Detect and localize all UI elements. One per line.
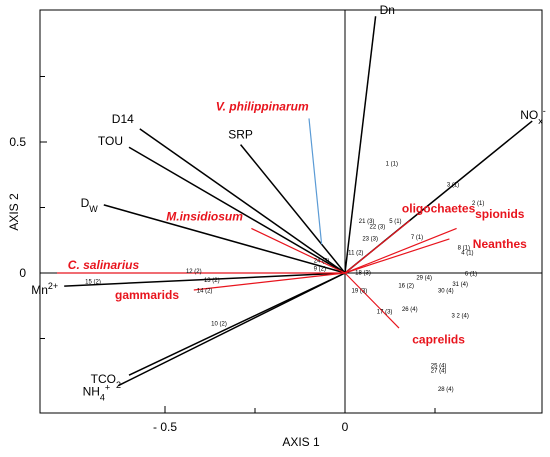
site-label: 5 (1)	[389, 219, 401, 225]
env-label-dn: Dn	[380, 3, 395, 17]
site-label: 15 (2)	[85, 279, 101, 285]
site-label: 8 (1)	[458, 245, 470, 251]
env-label-nh: NH4+	[83, 383, 111, 403]
site-label: 28 (4)	[438, 387, 454, 393]
y-axis-title: AXIS 2	[7, 193, 21, 231]
site-label: 14 (2)	[197, 289, 213, 295]
site-label: 22 (3)	[370, 224, 386, 230]
site-label: 19 (3)	[352, 289, 368, 295]
plot-frame	[39, 9, 543, 414]
env-vector-tco	[128, 272, 346, 376]
species-vector-spionids	[344, 227, 457, 274]
env-label-d: DW	[81, 196, 99, 214]
site-label: 11 (2)	[348, 251, 363, 257]
tick-group: - 0.5 0 0.5 0	[9, 76, 436, 434]
site-label: 3 (1)	[447, 183, 459, 189]
species-label-c-salinarius: C. salinarius	[68, 258, 140, 272]
env-vector-mn	[64, 272, 346, 287]
env-label-name: NH	[83, 385, 100, 399]
species-vector-oligochaetes	[344, 220, 411, 274]
site-label: 13 (2)	[204, 278, 220, 284]
site-label: 24 (3)	[314, 259, 330, 265]
env-vector-dn	[344, 16, 377, 274]
species-vector-gammarids	[193, 272, 346, 291]
site-label: 21 (3)	[359, 219, 375, 225]
env-label-name: SRP	[228, 128, 253, 142]
site-label: 31 (4)	[452, 282, 468, 288]
env-label-name: TCO	[91, 372, 116, 386]
species-label-gammarids: gammarids	[115, 288, 179, 302]
site-label: 25 (4)	[431, 363, 447, 369]
site-label-group: 1 (1) 2 (1) 3 (1) 4 (1) 5 (1) 6 (1) 7 (1) 8 (1)…	[85, 162, 484, 393]
site-label: 23 (3)	[362, 236, 378, 242]
env-label-superscript: 2+	[48, 281, 58, 291]
y-tick-label: 0	[19, 266, 26, 280]
env-label-superscript: -	[543, 106, 546, 116]
env-label-subscript: 4	[100, 393, 105, 403]
env-label-d14: D14	[112, 112, 134, 126]
env-label-name: D	[81, 196, 90, 210]
site-label: 10 (2)	[211, 321, 227, 327]
env-label-name: D14	[112, 112, 134, 126]
env-label-srp: SRP	[228, 128, 253, 142]
site-label: 29 (4)	[416, 276, 432, 282]
site-label: 7 (1)	[411, 235, 423, 241]
env-label-name: Mn	[31, 283, 48, 297]
species-label-oligochaetes: oligochaetes	[402, 202, 476, 216]
env-vector-d	[103, 204, 346, 274]
env-label-name: NO	[520, 108, 538, 122]
site-label: 18 (3)	[355, 270, 371, 276]
x-tick-label: - 0.5	[153, 420, 177, 434]
site-label: 12 (2)	[186, 269, 202, 275]
env-vector-d14	[139, 128, 346, 274]
species-label-spionids: spionids	[475, 207, 525, 221]
species-vector-v-philippinarum	[308, 118, 323, 245]
x-axis-title: AXIS 1	[282, 435, 320, 449]
env-vector-tou	[128, 146, 346, 274]
env-vector-srp	[240, 144, 346, 274]
site-label: 17 (3)	[377, 310, 393, 316]
site-label: 9 (2)	[314, 266, 326, 272]
env-label-tou: TOU	[98, 134, 123, 148]
site-label: 4 (1)	[461, 251, 473, 257]
env-label-mn: Mn2+	[31, 281, 58, 297]
site-label: 3 2 (4)	[452, 314, 469, 320]
species-label-v-philippinarum: V. philippinarum	[216, 100, 309, 114]
env-label-name: TOU	[98, 134, 123, 148]
site-label: 30 (4)	[438, 289, 454, 295]
site-label: 27 (4)	[431, 369, 447, 375]
env-label-no: NOx-	[520, 106, 546, 126]
species-label-neanthes: Neanthes	[473, 237, 527, 251]
env-label-subscript: x	[538, 116, 543, 126]
env-label-name: Dn	[380, 3, 395, 17]
env-label-superscript: +	[105, 383, 110, 393]
species-vector-m-insidiosum	[251, 227, 346, 274]
species-label-m-insidiosum: M.insidiosum	[166, 210, 243, 224]
site-label: 2 (1)	[472, 201, 484, 207]
species-vector-neanthes	[344, 238, 450, 274]
site-label: 26 (4)	[402, 307, 418, 313]
env-vector-nh	[117, 272, 346, 387]
species-vector-group: V. philippinarum M.insidiosum C. salinariu…	[57, 100, 527, 347]
species-vector-caprelids	[344, 272, 400, 329]
env-label-subscript: W	[89, 204, 98, 214]
species-label-caprelids: caprelids	[412, 333, 465, 347]
x-tick-label: 0	[342, 420, 349, 434]
site-label: 6 (1)	[465, 272, 477, 278]
site-label: 16 (2)	[398, 283, 414, 289]
y-tick-label: 0.5	[9, 135, 26, 149]
site-label: 1 (1)	[386, 162, 398, 168]
